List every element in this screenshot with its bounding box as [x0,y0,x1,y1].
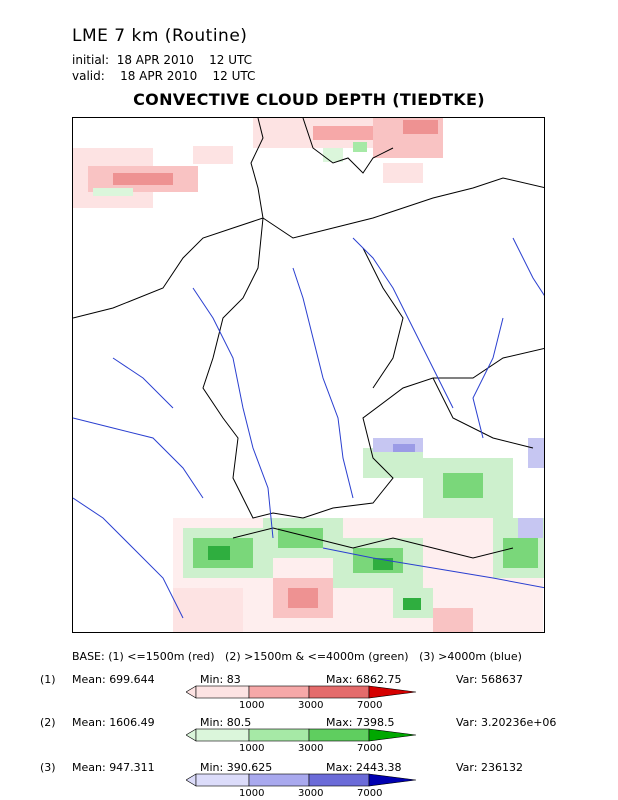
legend-row-1-min: Min: 83 [200,673,241,686]
river-east-1 [512,237,544,296]
border-east [302,347,544,519]
legend-row-3-mean: Mean: 947.311 [72,761,155,774]
colorbar-red [186,685,417,699]
min-label: Min: [200,673,224,686]
legend-row-3-max: Max: 2443.38 [326,761,401,774]
colorbar-red-seg-2 [248,685,310,699]
var-value: 568637 [480,673,523,686]
legend-row-2-min: Min: 80.5 [200,716,251,729]
max-value: 2443.38 [355,761,402,774]
mean-label: Mean: [72,716,106,729]
legend-row-1-max: Max: 6862.75 [326,673,401,686]
colorbar-blue-seg-3 [308,773,370,787]
legend-row-1-index: (1) [40,673,56,686]
var-value: 3.20236e+06 [480,716,557,729]
colorbar-blue-tick-1000: 1000 [239,788,265,799]
colorbar-green-tick-7000: 7000 [357,743,383,754]
colorbar-red-seg-1 [195,685,250,699]
min-value: 83 [226,673,241,686]
danish-coast-line [302,118,394,174]
var-value: 236132 [480,761,523,774]
colorbar-red-tick-7000: 7000 [357,700,383,711]
colorbar-blue-seg-2 [248,773,310,787]
min-label: Min: [200,716,224,729]
legend-base-text: BASE: (1) <=1500m (red) (2) >1500m & <=4… [72,650,522,663]
colorbar-green-seg-3 [308,728,370,742]
min-value: 390.625 [226,761,273,774]
map-canvas [73,118,544,632]
valid-time: valid: 18 APR 2010 12 UTC [72,70,255,82]
initial-value: 18 APR 2010 12 UTC [116,53,253,67]
colorbar-green-tick-3000: 3000 [298,743,324,754]
river-west-3 [112,357,174,409]
min-value: 80.5 [226,716,252,729]
border-east-north [362,247,404,389]
colorbar-blue-tick-7000: 7000 [357,788,383,799]
colorbar-red-seg-3 [308,685,370,699]
max-label: Max: [326,761,353,774]
river-elbe [352,237,454,409]
colorbar-blue [186,773,417,787]
legend-row-2-index: (2) [40,716,56,729]
river-weser [292,267,354,499]
mean-value: 947.311 [109,761,155,774]
colorbar-green-low-arrow [186,728,197,742]
mean-value: 699.644 [109,673,155,686]
rivers [73,237,544,619]
valid-value: 18 APR 2010 12 UTC [120,69,256,83]
initial-label: initial: [72,53,110,67]
river-danube [322,547,544,589]
colorbar-blue-seg-1 [195,773,250,787]
colorbar-red-high-arrow [368,685,417,699]
colorbar-red-tick-1000: 1000 [239,700,265,711]
var-label: Var: [456,673,478,686]
var-label: Var: [456,716,478,729]
cloud-cells-north [73,118,443,208]
border-czech [432,377,534,449]
legend-row-1-var: Var: 568637 [456,673,523,686]
var-label: Var: [456,761,478,774]
legend-row-1-mean: Mean: 699.644 [72,673,155,686]
colorbar-red-tick-3000: 3000 [298,700,324,711]
colorbar-blue-low-arrow [186,773,197,787]
max-label: Max: [326,716,353,729]
mean-label: Mean: [72,673,106,686]
border-alps [232,527,514,559]
max-label: Max: [326,673,353,686]
colorbar-green [186,728,417,742]
legend-row-3-min: Min: 390.625 [200,761,272,774]
max-value: 6862.75 [355,673,402,686]
legend-row-2-mean: Mean: 1606.49 [72,716,155,729]
min-label: Min: [200,761,224,774]
river-oder [472,317,504,439]
west-coast-line [73,118,264,319]
colorbar-green-seg-2 [248,728,310,742]
chart-title: CONVECTIVE CLOUD DEPTH (TIEDTKE) [133,90,485,109]
colorbar-green-seg-1 [195,728,250,742]
initial-time: initial: 18 APR 2010 12 UTC [72,54,252,66]
legend-row-3-index: (3) [40,761,56,774]
border-west [202,217,304,519]
colorbar-blue-tick-3000: 3000 [298,788,324,799]
model-name: LME 7 km (Routine) [72,26,248,46]
cloud-cells-south [173,438,544,632]
baltic-coast-line [262,177,544,239]
river-west-1 [73,417,204,499]
river-rhine [192,287,274,539]
river-west-2 [73,497,184,619]
max-value: 7398.5 [355,716,395,729]
colorbar-blue-high-arrow [368,773,417,787]
mean-value: 1606.49 [109,716,155,729]
borders [73,118,544,559]
mean-label: Mean: [72,761,106,774]
colorbar-green-tick-1000: 1000 [239,743,265,754]
legend-row-2-max: Max: 7398.5 [326,716,394,729]
legend-row-2-var: Var: 3.20236e+06 [456,716,556,729]
valid-label: valid: [72,69,105,83]
map-panel [72,117,545,633]
colorbar-green-high-arrow [368,728,417,742]
colorbar-red-low-arrow [186,685,197,699]
legend-row-3-var: Var: 236132 [456,761,523,774]
